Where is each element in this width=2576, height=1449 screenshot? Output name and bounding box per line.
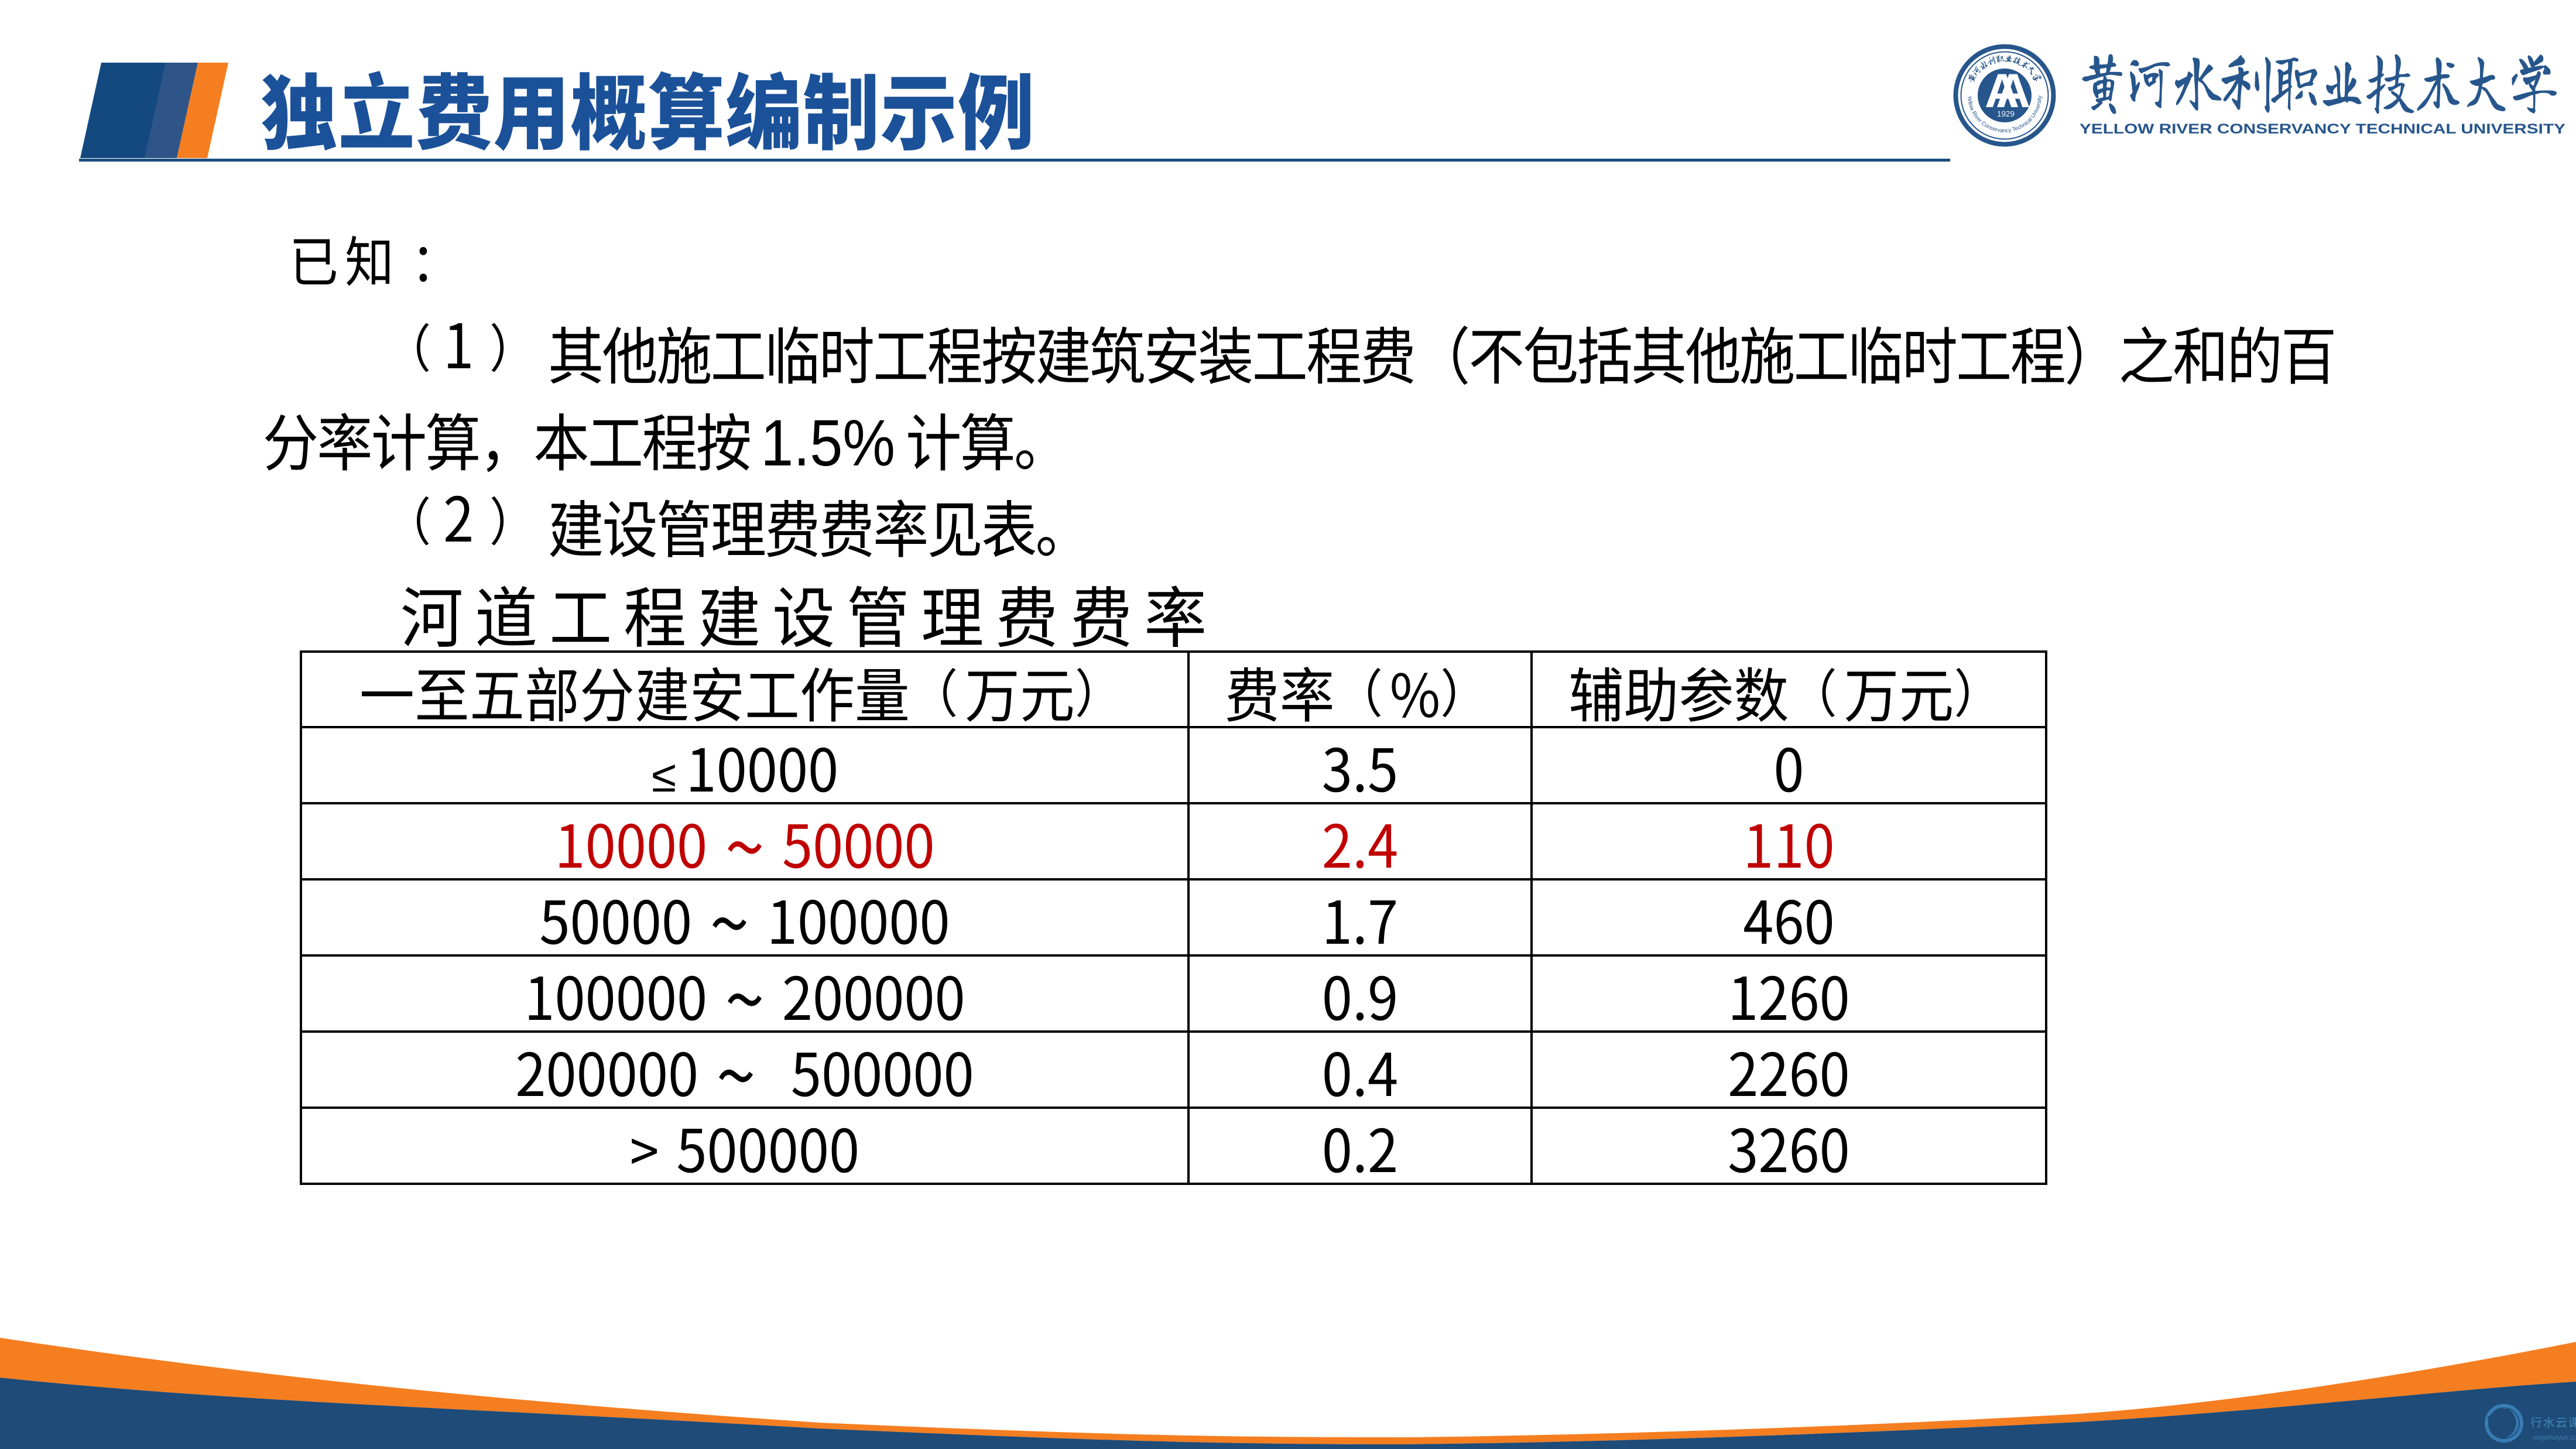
svg-text:YELLOW RIVER CONSERVANCY TECHN: YELLOW RIVER CONSERVANCY TECHNICAL UNIVE… bbox=[2080, 121, 2565, 137]
svg-text:xingshuiyun.com: xingshuiyun.com bbox=[2533, 1434, 2576, 1441]
